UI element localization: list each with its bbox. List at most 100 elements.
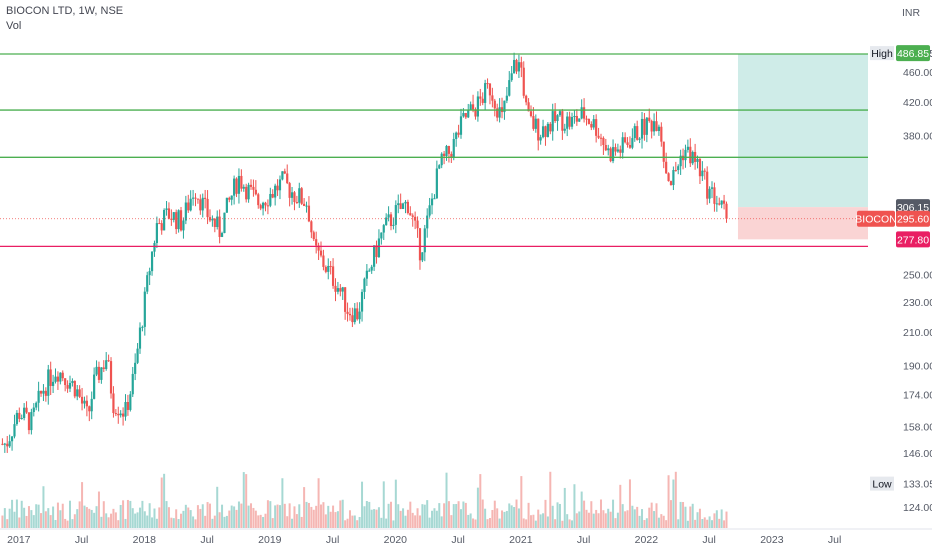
- volume-bar: [503, 511, 506, 528]
- volume-bar: [129, 500, 132, 528]
- volume-bar: [517, 508, 520, 528]
- volume-bar: [97, 491, 100, 528]
- volume-bar: [484, 508, 487, 528]
- volume-bar: [522, 518, 525, 528]
- volume-bar: [59, 510, 62, 528]
- candle-body: [616, 149, 619, 152]
- volume-bar: [148, 503, 151, 528]
- candle-body: [411, 215, 414, 217]
- volume-bar: [397, 504, 400, 528]
- candle-body: [488, 83, 492, 96]
- candle-body: [573, 115, 576, 117]
- volume-bar: [213, 515, 216, 528]
- volume-bar: [71, 519, 74, 528]
- candle-body: [199, 199, 202, 211]
- candle-body: [604, 145, 607, 151]
- volume-bar: [653, 511, 656, 528]
- candle-body: [315, 239, 318, 246]
- candle-body: [464, 113, 467, 118]
- candle-body: [85, 400, 88, 407]
- price-label-box: [896, 231, 930, 248]
- candle-body: [406, 201, 409, 214]
- volume-bar: [368, 501, 371, 528]
- volume-bar: [320, 504, 323, 528]
- volume-bar: [474, 519, 477, 528]
- volume-bar: [262, 516, 265, 528]
- y-tick-label: 174.00: [903, 390, 932, 402]
- volume-bar: [271, 518, 274, 528]
- candle-body: [370, 266, 373, 271]
- volume-bar: [723, 520, 726, 528]
- candle-body: [184, 202, 187, 221]
- candle-body: [327, 265, 330, 272]
- volume-bar: [247, 505, 250, 528]
- volume-bar: [102, 501, 105, 528]
- volume-bar: [32, 515, 35, 528]
- candle-body: [628, 144, 632, 148]
- volume-bar: [544, 499, 547, 528]
- candle-body: [387, 214, 390, 218]
- candle-body: [648, 117, 651, 121]
- volume-bar: [636, 506, 639, 528]
- candle-body: [633, 126, 636, 139]
- candle-body: [339, 288, 342, 292]
- candle-body: [160, 223, 163, 231]
- volume-bar: [201, 504, 204, 528]
- volume-bar: [206, 502, 209, 528]
- candle-body: [348, 313, 352, 316]
- candle-body: [698, 158, 702, 177]
- candle-body: [621, 137, 624, 153]
- volume-bar: [35, 504, 38, 528]
- volume-bar: [682, 502, 685, 528]
- candle-body: [13, 424, 16, 437]
- high-tag-box: [870, 46, 894, 61]
- volume-bar: [44, 511, 47, 528]
- candle-body: [356, 308, 359, 320]
- candle-body: [375, 245, 378, 258]
- candle-body: [665, 161, 668, 174]
- volume-bar: [73, 514, 76, 528]
- volume-bar: [597, 513, 600, 528]
- candle-body: [385, 217, 388, 226]
- candle-body: [68, 382, 72, 389]
- volume-bar: [254, 510, 257, 528]
- candle-body: [170, 218, 173, 220]
- volume-bar: [549, 471, 552, 528]
- candle-body: [165, 208, 168, 210]
- candle-body: [534, 118, 537, 129]
- volume-bar: [556, 502, 559, 528]
- volume-bar: [525, 519, 528, 528]
- candle-body: [450, 153, 453, 158]
- candle-body: [119, 413, 122, 416]
- volume-bar: [131, 508, 134, 528]
- volume-bar: [373, 509, 376, 528]
- low-value-label: 133.05: [903, 479, 932, 491]
- candle-body: [713, 187, 716, 204]
- candle-body: [397, 203, 400, 206]
- volume-bar: [657, 517, 660, 528]
- candle-body: [93, 374, 96, 399]
- volume-bar: [1, 515, 4, 528]
- last-price-box: [896, 210, 930, 227]
- candle-body: [484, 83, 487, 103]
- volume-bar: [715, 510, 718, 528]
- volume-bar: [211, 518, 214, 528]
- candle-body: [368, 270, 371, 272]
- candle-body: [237, 175, 241, 194]
- volume-bar: [88, 508, 91, 528]
- volume-bar: [380, 517, 383, 528]
- volume-bar: [691, 503, 694, 528]
- volume-bar: [180, 513, 183, 528]
- volume-bar: [365, 501, 368, 528]
- volume-bar: [426, 500, 429, 528]
- volume-bar: [242, 472, 245, 528]
- candle-body: [71, 380, 74, 383]
- candle-body: [158, 223, 161, 225]
- candle-body: [725, 203, 728, 219]
- volume-bar: [643, 520, 646, 528]
- candle-body: [153, 243, 156, 252]
- candle-body: [109, 361, 113, 394]
- candle-body: [401, 203, 405, 209]
- candle-body: [167, 208, 171, 219]
